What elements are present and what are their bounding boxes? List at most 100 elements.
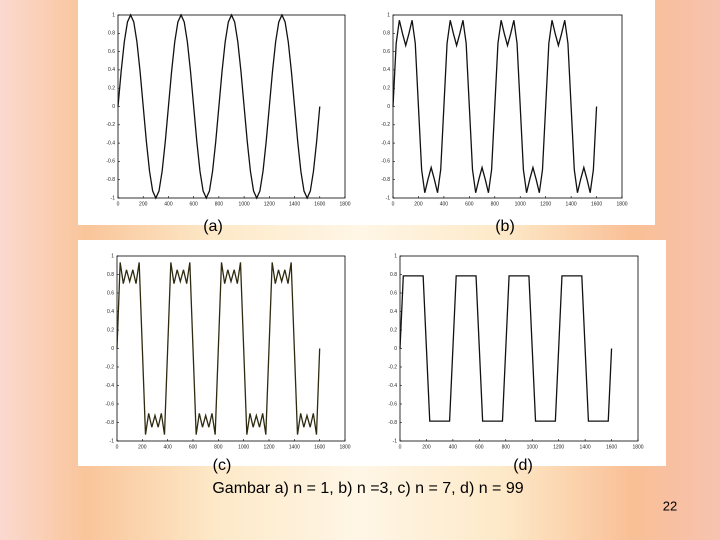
y-tick-label: 0.8 [390, 272, 397, 278]
plot-frame [117, 14, 346, 199]
x-tick-label: 400 [440, 201, 449, 207]
x-tick-label: 400 [164, 201, 173, 207]
plot-frame [392, 14, 623, 199]
x-tick-label: 600 [475, 444, 484, 450]
panel-label: (a) [203, 218, 223, 235]
y-tick-label: 0.6 [383, 49, 390, 55]
y-tick-label: -0.8 [106, 177, 115, 183]
y-tick-label: -0.4 [388, 383, 397, 389]
y-tick-label: -1 [393, 438, 398, 444]
y-tick-label: 0.6 [108, 49, 115, 55]
y-tick-label: 0.2 [107, 327, 114, 333]
x-tick-label: 1800 [339, 201, 350, 207]
x-tick-label: 1800 [339, 444, 350, 450]
x-tick-label: 1600 [314, 201, 325, 207]
y-tick-label: -0.4 [381, 140, 390, 146]
signal-line [117, 13, 321, 200]
y-tick-label: 1 [387, 12, 390, 18]
y-tick-label: 0.4 [383, 67, 390, 73]
y-tick-label: -1 [386, 195, 391, 201]
x-tick-label: 1600 [606, 444, 617, 450]
x-tick-label: 0 [399, 444, 402, 450]
x-tick-label: 1000 [527, 444, 538, 450]
y-tick-label: 0.8 [108, 31, 115, 37]
y-tick-label: -0.2 [105, 364, 114, 370]
y-tick-label: -0.4 [105, 383, 114, 389]
x-tick-label: 200 [422, 444, 431, 450]
x-tick-label: 200 [139, 201, 148, 207]
x-tick-label: 1400 [289, 201, 300, 207]
x-tick-label: 1600 [591, 201, 602, 207]
x-tick-label: 600 [189, 201, 198, 207]
x-tick-label: 200 [414, 201, 423, 207]
x-tick-label: 1400 [580, 444, 591, 450]
y-tick-label: -0.2 [381, 122, 390, 128]
page-number: 22 [663, 498, 677, 513]
x-tick-label: 0 [116, 444, 119, 450]
x-tick-label: 1000 [515, 201, 526, 207]
plot-frame [399, 255, 639, 442]
y-tick-label: -0.6 [388, 401, 397, 407]
plot-frame [116, 255, 346, 442]
panel-label: (b) [495, 218, 515, 235]
x-tick-label: 1800 [632, 444, 643, 450]
y-tick-label: 0.6 [390, 290, 397, 296]
x-tick-label: 1000 [238, 444, 249, 450]
x-tick-label: 0 [117, 201, 120, 207]
y-tick-label: -0.2 [106, 122, 115, 128]
y-tick-label: 0 [111, 346, 114, 352]
signal-line [399, 275, 613, 422]
y-tick-label: -0.8 [388, 420, 397, 426]
x-tick-label: 800 [491, 201, 500, 207]
x-tick-label: 1200 [553, 444, 564, 450]
y-tick-label: -0.2 [388, 364, 397, 370]
x-tick-label: 800 [214, 444, 223, 450]
y-tick-label: -1 [110, 438, 115, 444]
x-tick-label: 200 [138, 444, 147, 450]
y-tick-label: 1 [112, 12, 115, 18]
x-tick-label: 1200 [540, 201, 551, 207]
x-tick-label: 400 [163, 444, 172, 450]
y-tick-label: 0.4 [390, 309, 397, 315]
x-tick-label: 1800 [616, 201, 627, 207]
y-tick-label: -0.6 [381, 159, 390, 165]
y-tick-label: 0.4 [108, 67, 115, 73]
y-tick-label: 0 [394, 346, 397, 352]
x-tick-label: 1200 [264, 201, 275, 207]
signal-line [392, 20, 598, 193]
y-tick-label: 1 [394, 253, 397, 259]
y-tick-label: 0.2 [390, 327, 397, 333]
y-tick-label: -0.6 [105, 401, 114, 407]
y-tick-label: -0.8 [381, 177, 390, 183]
signal-line [116, 262, 321, 435]
y-tick-label: -0.4 [106, 140, 115, 146]
x-tick-label: 0 [392, 201, 395, 207]
y-tick-label: 0.4 [107, 309, 114, 315]
x-tick-label: 1600 [314, 444, 325, 450]
y-tick-label: -1 [111, 195, 116, 201]
x-tick-label: 1400 [566, 201, 577, 207]
panel-label: (d) [513, 457, 533, 474]
panel-label: (c) [213, 457, 232, 474]
x-tick-label: 1400 [289, 444, 300, 450]
y-tick-label: 0.2 [108, 86, 115, 92]
x-tick-label: 600 [189, 444, 198, 450]
y-tick-label: -0.8 [105, 420, 114, 426]
y-tick-label: 0 [112, 104, 115, 110]
x-tick-label: 600 [465, 201, 474, 207]
caption: Gambar a) n = 1, b) n =3, c) n = 7, d) n… [212, 480, 523, 497]
y-tick-label: 0 [387, 104, 390, 110]
y-tick-label: 0.8 [383, 31, 390, 37]
x-tick-label: 400 [449, 444, 458, 450]
y-tick-label: 0.8 [107, 272, 114, 278]
y-tick-label: 1 [111, 253, 114, 259]
x-tick-label: 800 [502, 444, 511, 450]
y-tick-label: 0.2 [383, 86, 390, 92]
y-tick-label: 0.6 [107, 290, 114, 296]
x-tick-label: 1000 [239, 201, 250, 207]
x-tick-label: 800 [215, 201, 224, 207]
y-tick-label: -0.6 [106, 159, 115, 165]
x-tick-label: 1200 [263, 444, 274, 450]
